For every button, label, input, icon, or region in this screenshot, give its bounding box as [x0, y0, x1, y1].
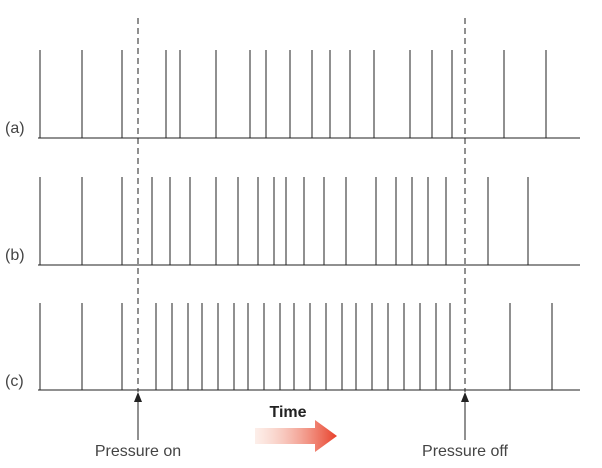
row-label: (b): [5, 247, 25, 264]
time-label: Time: [269, 404, 306, 421]
row-label: (a): [5, 120, 25, 137]
marker-arrow: [134, 392, 469, 440]
row-label: (c): [5, 373, 24, 390]
arrow-head: [134, 392, 142, 402]
marker-label: Pressure off: [422, 443, 509, 460]
time-arrow: [255, 420, 337, 452]
marker-label: Pressure on: [95, 443, 181, 460]
arrow-head: [461, 392, 469, 402]
